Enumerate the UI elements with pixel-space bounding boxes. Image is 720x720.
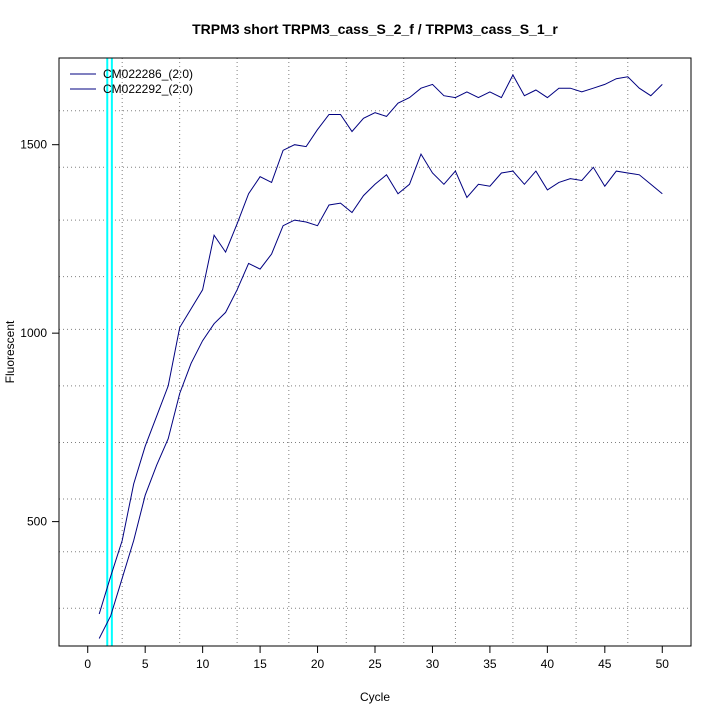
y-tick-label: 1500 [20,138,47,152]
legend-label: CM022286_(2:0) [103,67,193,81]
x-tick-label: 10 [196,657,210,671]
x-tick-label: 40 [541,657,555,671]
chart-title: TRPM3 short TRPM3_cass_S_2_f / TRPM3_cas… [192,21,558,37]
series-layer [98,73,663,639]
x-axis-label: Cycle [360,690,390,704]
x-tick-label: 50 [656,657,670,671]
x-tick-label: 30 [426,657,440,671]
y-axis: 500 1000 1500 [20,138,59,529]
x-tick-label: 15 [253,657,267,671]
plot-frame [58,57,692,647]
series-line-2 [98,152,663,639]
x-tick-label: 45 [598,657,612,671]
x-tick-label: 25 [368,657,382,671]
y-axis-label: Fluorescent [3,320,17,383]
legend: CM022286_(2:0)CM022292_(2:0) [70,67,193,96]
y-tick-label: 1000 [20,326,47,340]
x-axis: 0 5 10 15 20 25 30 35 40 45 50 [84,645,670,671]
x-tick-label: 20 [311,657,325,671]
x-tick-label: 35 [483,657,497,671]
threshold-layer [106,58,113,646]
y-tick-label: 500 [27,515,47,529]
x-tick-label: 0 [84,657,91,671]
legend-label: CM022292_(2:0) [103,82,193,96]
series-line-1 [98,73,663,615]
grid-layer [59,58,691,646]
x-tick-label: 5 [142,657,149,671]
